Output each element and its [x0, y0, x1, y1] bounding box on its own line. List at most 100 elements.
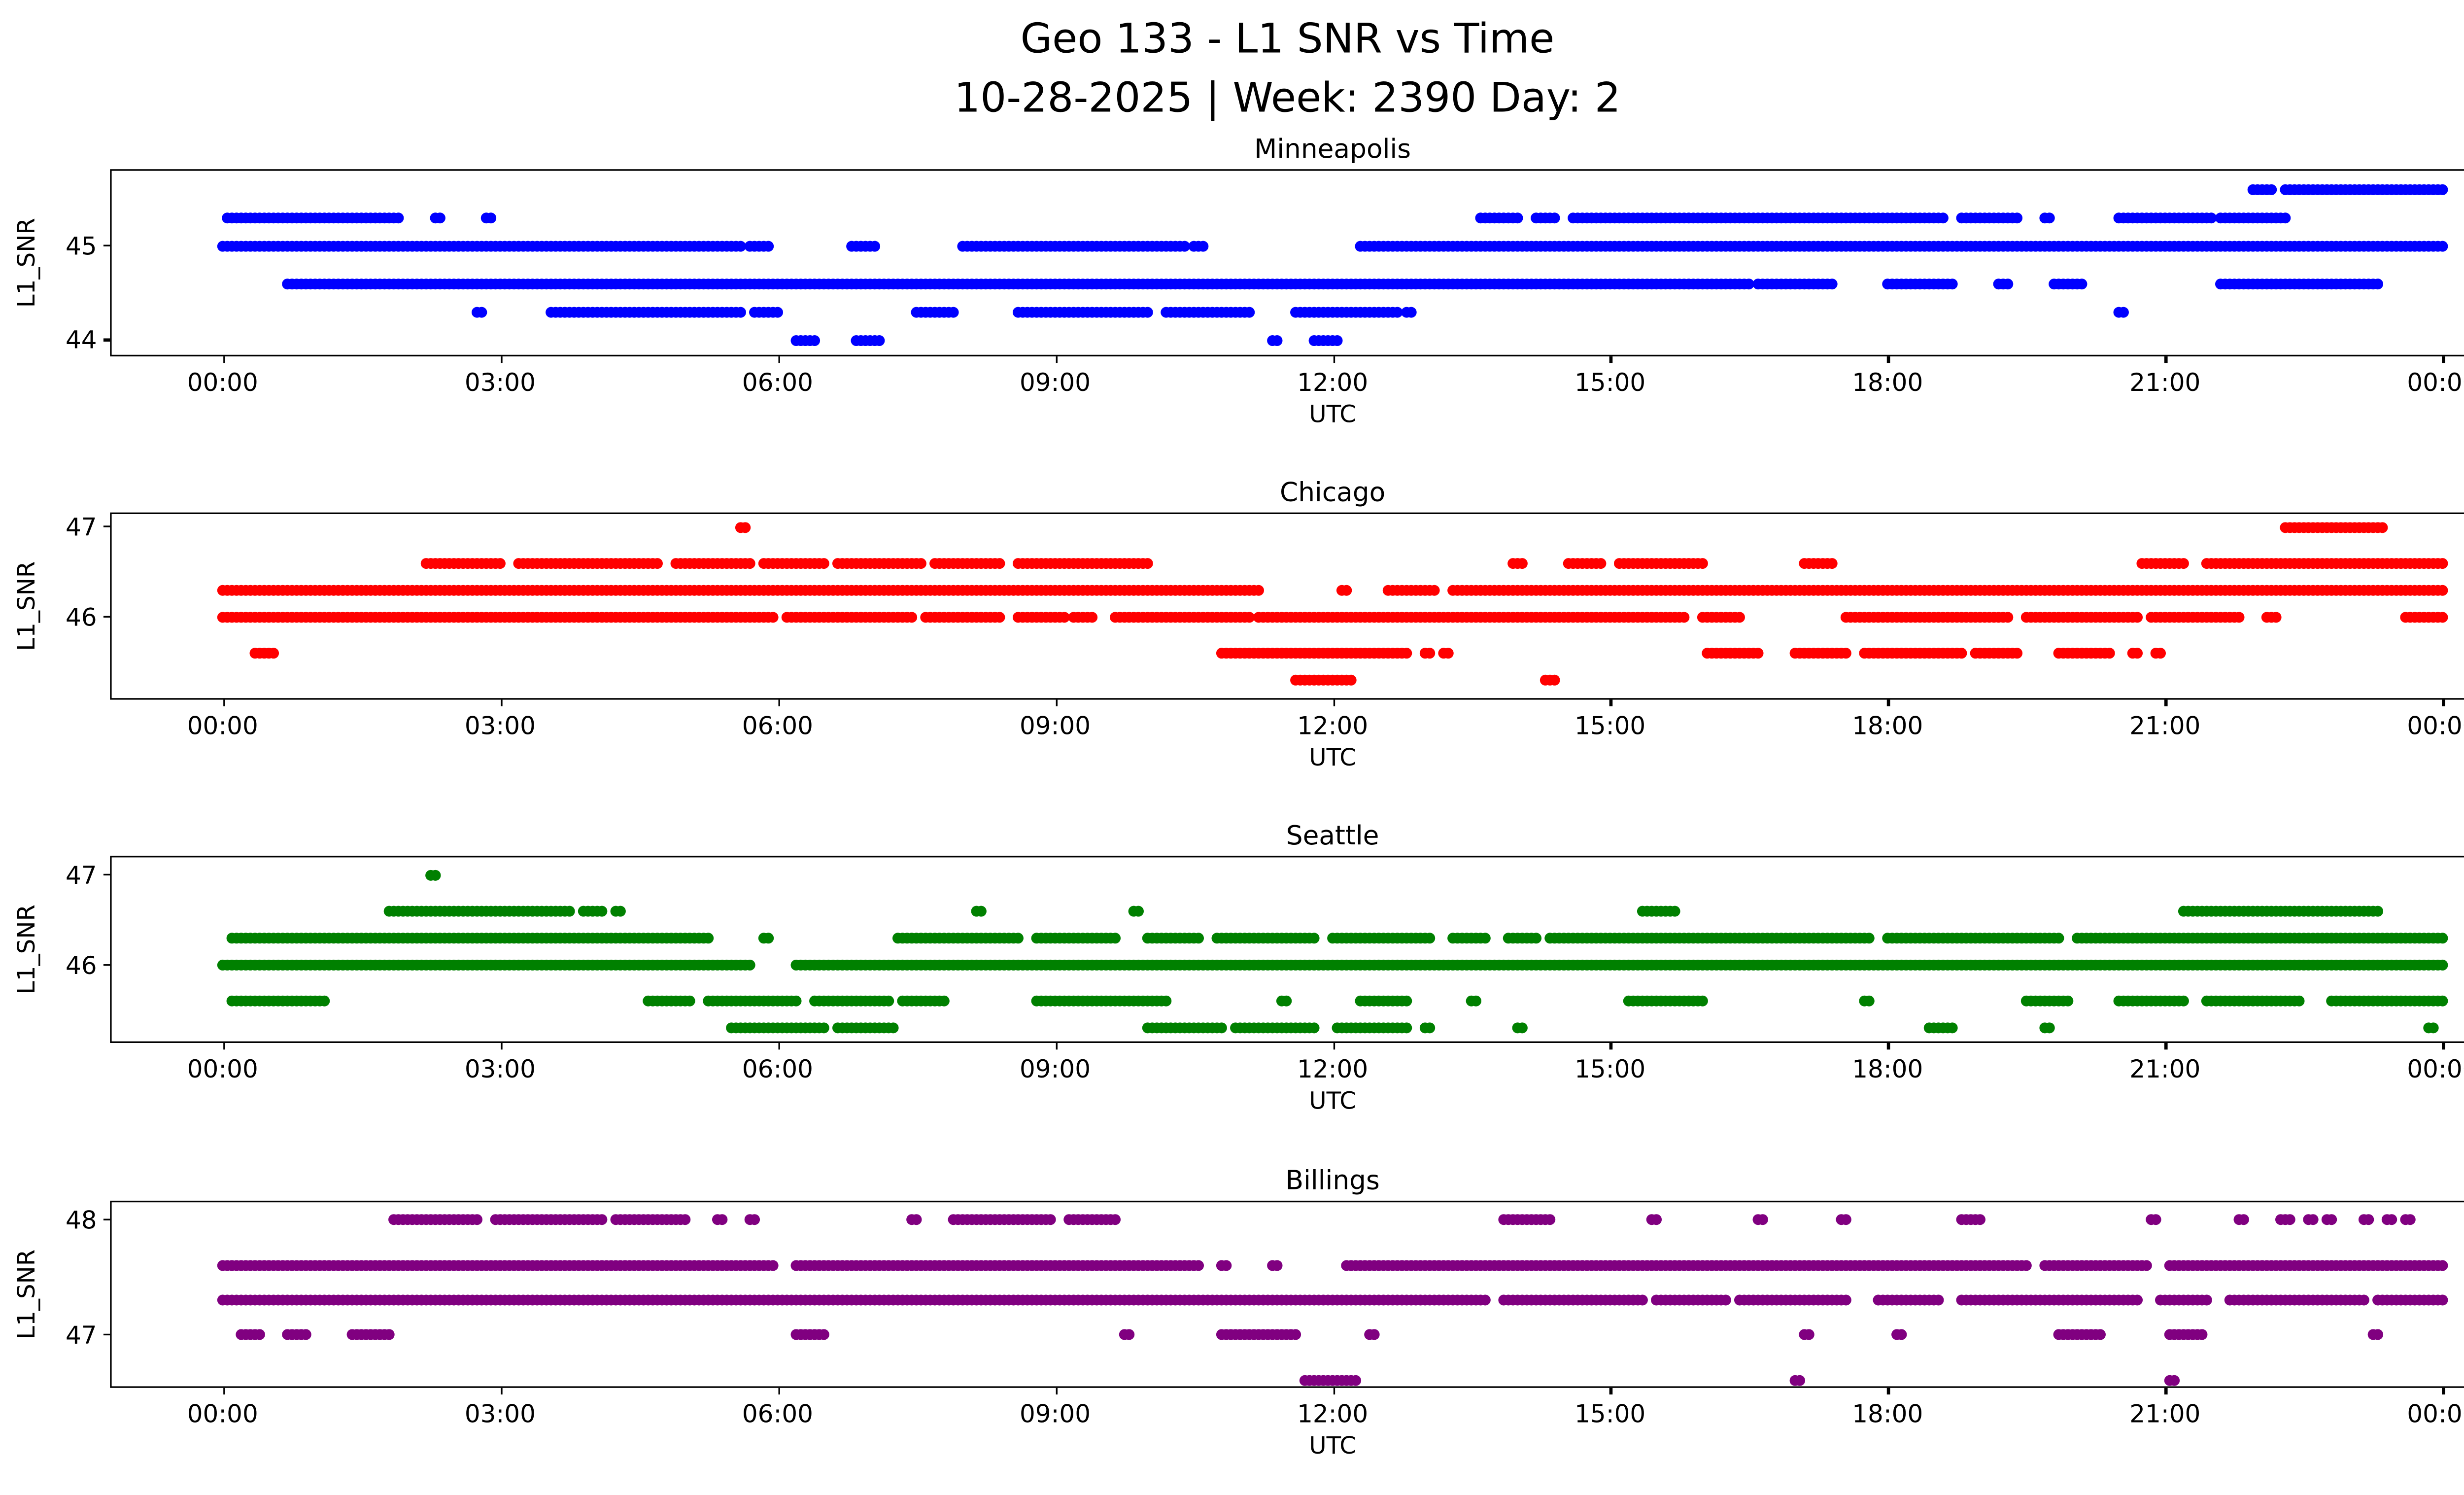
x-tick-label: 06:00 [742, 1399, 813, 1429]
x-axis-label: UTC [1309, 745, 1357, 772]
y-tick-mark [103, 525, 110, 528]
x-axis-label: UTC [1309, 402, 1357, 429]
x-tick-label: 15:00 [1574, 711, 1646, 741]
x-tick-mark [1610, 699, 1612, 706]
x-tick-label: 00:00 [187, 1054, 258, 1084]
x-tick-mark [2165, 1388, 2167, 1395]
subplot-title: Minneapolis [1254, 133, 1411, 165]
y-tick-label: 44 [65, 326, 97, 356]
x-tick-mark [1055, 699, 1057, 706]
x-tick-mark [222, 699, 225, 706]
x-tick-mark [1333, 356, 1335, 363]
x-tick-mark [2165, 699, 2167, 706]
x-tick-mark [1055, 1388, 1057, 1395]
x-tick-mark [2442, 1388, 2445, 1395]
x-tick-mark [500, 356, 502, 363]
x-tick-mark [2442, 1043, 2445, 1050]
x-tick-mark [1610, 1043, 1612, 1050]
y-tick-label: 47 [65, 860, 97, 890]
y-tick-mark [103, 339, 110, 341]
x-tick-mark [1333, 699, 1335, 706]
y-tick-label: 46 [65, 950, 97, 980]
y-tick-mark [103, 1333, 110, 1335]
y-axis-label: L1_SNR [14, 904, 41, 995]
x-tick-label: 21:00 [2129, 368, 2201, 398]
scatter-canvas [217, 869, 2448, 1034]
x-tick-label: 03:00 [464, 1399, 536, 1429]
scatter-canvas [217, 184, 2448, 347]
y-tick-label: 45 [65, 231, 97, 261]
y-tick-mark [103, 963, 110, 966]
figure-subtitle: 10-28-2025 | Week: 2390 Day: 2 [954, 73, 1621, 122]
y-tick-mark [103, 244, 110, 247]
x-tick-mark [222, 356, 225, 363]
figure-title: Geo 133 - L1 SNR vs Time [1020, 14, 1555, 63]
y-tick-mark [103, 616, 110, 618]
x-tick-mark [2165, 356, 2167, 363]
x-tick-mark [1610, 356, 1612, 363]
plot-area [110, 856, 2464, 1043]
x-tick-label: 03:00 [464, 368, 536, 398]
subplot-title: Billings [1285, 1164, 1380, 1196]
x-tick-mark [1055, 1043, 1057, 1050]
y-tick-mark [103, 873, 110, 876]
x-tick-mark [1333, 1388, 1335, 1395]
x-tick-label: 03:00 [464, 711, 536, 741]
x-tick-label: 06:00 [742, 368, 813, 398]
x-axis-label: UTC [1309, 1089, 1357, 1115]
x-tick-label: 06:00 [742, 1054, 813, 1084]
x-tick-label: 03:00 [464, 1054, 536, 1084]
x-tick-label: 21:00 [2129, 711, 2201, 741]
subplot-title: Seattle [1286, 819, 1379, 851]
x-tick-label: 18:00 [1852, 1399, 1923, 1429]
x-tick-label: 18:00 [1852, 711, 1923, 741]
x-tick-label: 15:00 [1574, 1399, 1646, 1429]
x-tick-label: 12:00 [1297, 1399, 1369, 1429]
x-tick-label: 00:00 [2407, 711, 2464, 741]
x-tick-mark [777, 1043, 780, 1050]
x-axis-label: UTC [1309, 1434, 1357, 1460]
x-tick-mark [1887, 699, 1890, 706]
x-tick-mark [777, 699, 780, 706]
x-tick-mark [1055, 356, 1057, 363]
y-tick-label: 47 [65, 513, 97, 543]
x-tick-mark [1887, 1043, 1890, 1050]
y-tick-mark [103, 1217, 110, 1220]
x-tick-label: 21:00 [2129, 1399, 2201, 1429]
x-tick-label: 09:00 [1019, 1399, 1091, 1429]
x-tick-mark [2165, 1043, 2167, 1050]
plot-area [110, 169, 2464, 357]
x-tick-mark [1333, 1043, 1335, 1050]
plot-area [110, 512, 2464, 700]
subplot-title: Chicago [1279, 476, 1386, 508]
y-tick-label: 46 [65, 602, 97, 632]
x-tick-label: 12:00 [1297, 711, 1369, 741]
x-tick-mark [1887, 1388, 1890, 1395]
x-tick-label: 12:00 [1297, 368, 1369, 398]
x-tick-label: 00:00 [2407, 1399, 2464, 1429]
x-tick-label: 18:00 [1852, 368, 1923, 398]
x-tick-mark [2442, 699, 2445, 706]
x-tick-mark [777, 1388, 780, 1395]
x-tick-mark [500, 1388, 502, 1395]
x-tick-label: 21:00 [2129, 1054, 2201, 1084]
x-tick-label: 15:00 [1574, 368, 1646, 398]
x-tick-mark [500, 699, 502, 706]
x-tick-label: 06:00 [742, 711, 813, 741]
scatter-canvas [217, 522, 2448, 686]
x-tick-label: 09:00 [1019, 368, 1091, 398]
x-tick-mark [500, 1043, 502, 1050]
scatter-canvas [217, 1214, 2448, 1386]
x-tick-mark [1887, 356, 1890, 363]
x-tick-label: 09:00 [1019, 1054, 1091, 1084]
x-tick-label: 00:00 [2407, 368, 2464, 398]
y-tick-label: 47 [65, 1320, 97, 1350]
x-tick-label: 00:00 [187, 711, 258, 741]
x-tick-label: 00:00 [187, 1399, 258, 1429]
y-tick-label: 48 [65, 1205, 97, 1235]
x-tick-label: 09:00 [1019, 711, 1091, 741]
plot-area [110, 1200, 2464, 1388]
x-tick-mark [222, 1043, 225, 1050]
x-tick-mark [777, 356, 780, 363]
x-tick-mark [222, 1388, 225, 1395]
